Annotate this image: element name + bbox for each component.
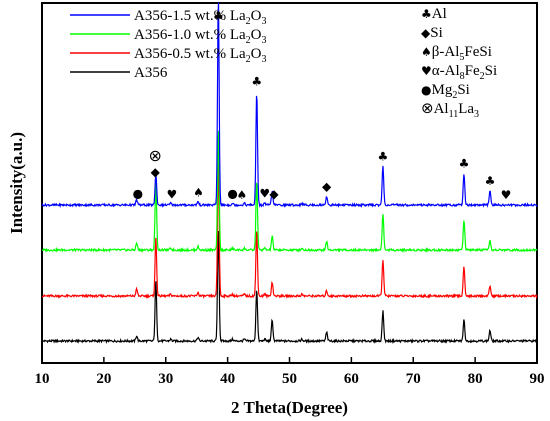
phase-legend-item-2: ♠β-Al5FeSi — [421, 44, 492, 63]
peak-marker-10: ◆ — [269, 187, 279, 201]
x-axis-title: 2 Theta(Degree) — [231, 398, 348, 417]
peak-marker-14: ♣ — [485, 174, 496, 188]
x-tick-label-40: 40 — [220, 371, 235, 387]
peak-marker-4: ♠ — [193, 185, 204, 199]
peak-marker-0: ● — [133, 186, 143, 200]
peak-marker-8: ♣ — [251, 74, 262, 88]
x-tick-label-20: 20 — [96, 371, 111, 387]
peak-marker-3: ♥ — [167, 187, 178, 201]
peak-marker-5: ♣ — [213, 9, 224, 23]
series-line-0 — [41, 231, 538, 345]
x-tick-label-80: 80 — [468, 371, 483, 387]
peak-marker-6: ● — [227, 186, 237, 200]
peak-marker-11: ◆ — [322, 179, 332, 193]
legend-label-0: A356-1.5 wt.% La2O3 — [134, 8, 267, 27]
x-tick-label-70: 70 — [406, 371, 421, 387]
peak-marker-12: ♣ — [378, 150, 389, 164]
series-line-3 — [41, 2, 538, 209]
peak-marker-2: ⊗ — [149, 146, 162, 165]
x-tick-label-50: 50 — [282, 371, 297, 387]
x-axis-ticks: 10 20 30 40 50 60 70 80 90 — [35, 357, 545, 387]
peak-marker-13: ♣ — [459, 157, 470, 171]
legend-label-1: A356-1.0 wt.% La2O3 — [134, 27, 267, 46]
series-line-1 — [41, 160, 538, 300]
phase-legend-item-4: ●Mg2Si — [421, 82, 470, 101]
phase-legend-item-5: ⊗Al11La3 — [421, 99, 479, 120]
phase-legend: ♣Al ◆Si ♠β-Al5FeSi♥α-Al8Fe2Si●Mg2Si⊗Al11La… — [421, 6, 497, 120]
peak-marker-1: ◆ — [151, 165, 161, 179]
x-tick-label-30: 30 — [158, 371, 173, 387]
x-tick-label-90: 90 — [530, 371, 545, 387]
y-axis-title: Intensity(a.u.) — [7, 132, 26, 234]
peak-marker-15: ♥ — [501, 188, 512, 202]
phase-legend-item-3: ♥α-Al8Fe2Si — [421, 63, 497, 82]
x-tick-label-10: 10 — [35, 371, 50, 387]
peak-markers: ●◆⊗♥ ♠♣●♠♣♥ ◆◆♣ ♣♣♥ — [133, 9, 512, 202]
series-line-2 — [41, 130, 538, 254]
peak-marker-9: ♥ — [259, 186, 270, 200]
peak-marker-7: ♠ — [236, 188, 247, 202]
legend-label-2: A356-0.5 wt.% La2O3 — [134, 46, 267, 65]
phase-legend-item-0: ♣Al — [421, 6, 447, 22]
legend-label-3: A356 — [134, 65, 168, 81]
x-tick-label-60: 60 — [344, 371, 359, 387]
phase-legend-item-1: ◆Si — [421, 25, 443, 41]
series-traces — [41, 2, 538, 345]
